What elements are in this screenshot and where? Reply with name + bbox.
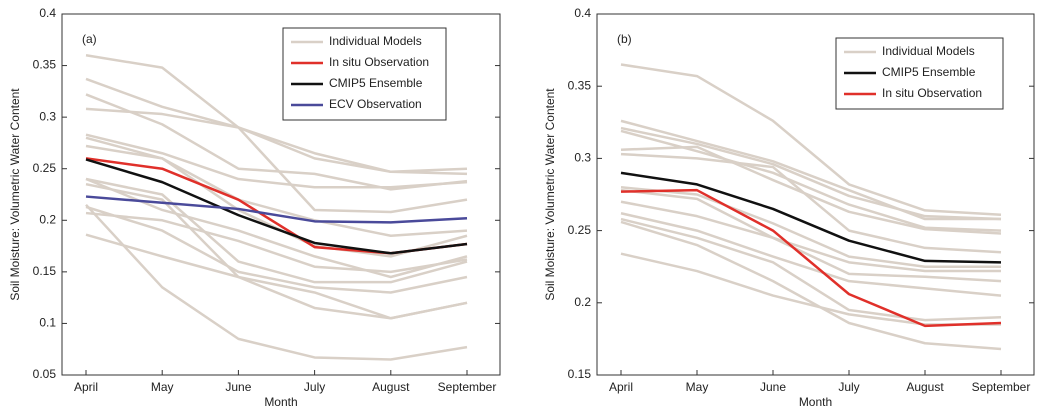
series-line: [85, 203, 468, 361]
series-line: [85, 195, 468, 224]
series-line: [620, 220, 1002, 351]
y-tick-label: 0.35: [33, 58, 57, 72]
legend-label: In situ Observation: [329, 55, 429, 69]
y-tick-label: 0.3: [574, 151, 591, 165]
panel-label: (a): [82, 32, 97, 46]
legend-label: Individual Models: [882, 44, 975, 58]
series-line: [85, 177, 468, 284]
series-line: [85, 158, 468, 255]
series-line: [620, 200, 1002, 283]
legend-box: [282, 27, 447, 121]
y-tick-label: 0.15: [568, 367, 592, 381]
y-tick-label: 0.4: [574, 6, 591, 20]
x-tick-label: July: [304, 380, 325, 394]
series-line: [85, 93, 468, 191]
x-tick-label: May: [151, 380, 174, 394]
x-tick-label: September: [438, 380, 497, 394]
x-tick-label: June: [760, 380, 786, 394]
x-tick-label: April: [609, 380, 633, 394]
series-line: [85, 133, 468, 189]
legend-label: CMIP5 Ensemble: [329, 76, 423, 90]
y-axis-label: Soil Moisture: Volumetric Water Content: [543, 88, 557, 301]
series-line: [620, 171, 1002, 264]
series-line: [85, 205, 468, 294]
series-line: [620, 63, 1002, 216]
series-line: [85, 107, 468, 214]
panel-label: (b): [617, 32, 632, 46]
legend-label: ECV Observation: [329, 97, 422, 111]
x-tick-label: May: [686, 380, 709, 394]
series-line: [85, 77, 468, 176]
x-axis-label: Month: [264, 395, 297, 409]
series-line: [620, 188, 1001, 273]
y-tick-label: 0.25: [33, 161, 57, 175]
series-line: [620, 145, 1002, 235]
y-tick-label: 0.2: [574, 295, 591, 309]
series-line: [620, 188, 1002, 328]
series-line: [85, 136, 468, 238]
series-line: [85, 182, 468, 320]
series-line: [620, 126, 1002, 221]
series-line: [620, 186, 1001, 268]
series-line: [620, 152, 1002, 254]
y-tick-label: 0.05: [33, 367, 57, 381]
series-line: [620, 217, 1002, 322]
y-axis-label: Soil Moisture: Volumetric Water Content: [8, 88, 22, 301]
y-tick-label: 0.2: [39, 212, 56, 226]
x-tick-label: June: [225, 380, 251, 394]
series-line: [620, 212, 1002, 297]
y-tick-label: 0.3: [39, 109, 56, 123]
y-tick-label: 0.15: [33, 264, 57, 278]
series-line: [85, 211, 468, 274]
legend-label: Individual Models: [329, 34, 422, 48]
series-line: [620, 119, 1001, 221]
y-tick-label: 0.35: [568, 78, 592, 92]
x-tick-label: July: [838, 380, 859, 394]
x-tick-label: August: [906, 380, 944, 394]
x-tick-label: August: [372, 380, 410, 394]
legend-label: CMIP5 Ensemble: [882, 65, 976, 79]
y-tick-label: 0.4: [39, 6, 56, 20]
legend-label: In situ Observation: [882, 86, 982, 100]
x-axis-label: Month: [799, 395, 832, 409]
y-tick-label: 0.1: [39, 316, 56, 330]
x-tick-label: April: [74, 380, 98, 394]
series-line: [85, 177, 468, 279]
x-tick-label: September: [972, 380, 1031, 394]
y-tick-label: 0.25: [568, 223, 592, 237]
